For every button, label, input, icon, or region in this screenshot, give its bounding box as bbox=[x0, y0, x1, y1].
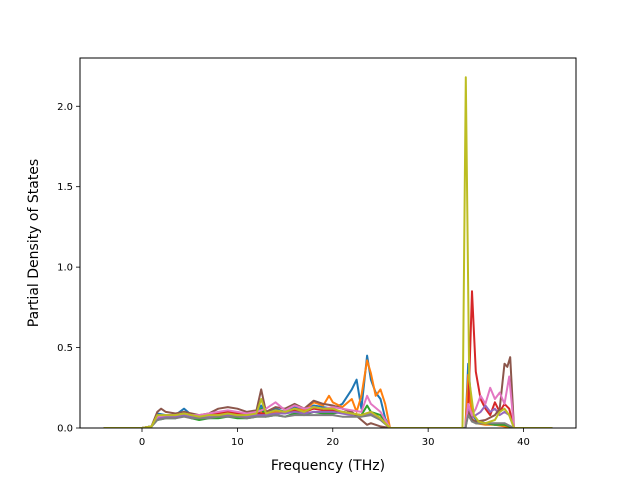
series-layer bbox=[103, 76, 553, 428]
series-line-8 bbox=[103, 414, 553, 428]
series-line-5 bbox=[103, 404, 553, 428]
x-tick-label: 40 bbox=[517, 437, 530, 448]
x-axis-ticks: 0 10 20 30 40 bbox=[139, 428, 530, 448]
y-axis-title: Partial Density of States bbox=[26, 159, 42, 327]
y-tick-label: 0.5 bbox=[57, 343, 73, 354]
y-tick-label: 2.0 bbox=[57, 102, 73, 113]
y-axis-ticks: 0.0 0.5 1.0 1.5 2.0 bbox=[57, 102, 80, 435]
y-tick-label: 1.0 bbox=[57, 263, 73, 274]
plot-frame bbox=[79, 57, 577, 429]
x-tick-label: 30 bbox=[422, 437, 435, 448]
x-axis-title: Frequency (THz) bbox=[271, 458, 385, 474]
x-tick-label: 20 bbox=[326, 437, 339, 448]
x-tick-label: 10 bbox=[231, 437, 244, 448]
series-line-9 bbox=[103, 76, 553, 428]
x-tick-label: 0 bbox=[139, 437, 145, 448]
series-line-6 bbox=[103, 356, 553, 428]
y-tick-label: 0.0 bbox=[57, 424, 73, 435]
y-tick-label: 1.5 bbox=[57, 182, 73, 193]
